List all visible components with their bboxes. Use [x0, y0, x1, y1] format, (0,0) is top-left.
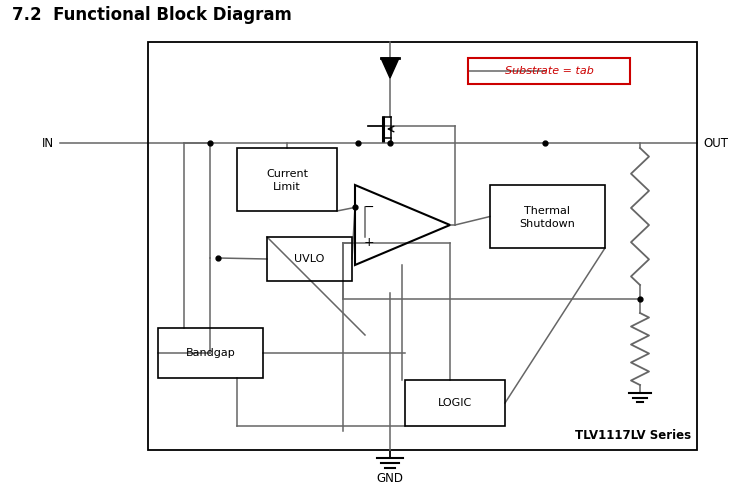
Text: Bandgap: Bandgap: [185, 348, 235, 358]
Text: Limit: Limit: [273, 181, 301, 192]
Text: LOGIC: LOGIC: [438, 398, 472, 408]
Text: UVLO: UVLO: [295, 254, 324, 264]
Polygon shape: [381, 58, 399, 78]
Text: +: +: [364, 236, 374, 249]
Text: Current: Current: [266, 168, 308, 178]
Bar: [158, 328, 263, 378]
Text: Substrate = tab: Substrate = tab: [504, 66, 594, 76]
Bar: [148, 42, 697, 450]
Bar: [405, 380, 505, 426]
Bar: [267, 237, 352, 281]
Text: Thermal: Thermal: [525, 206, 571, 216]
Bar: [490, 185, 605, 248]
Text: TLV1117LV Series: TLV1117LV Series: [575, 429, 691, 442]
Bar: [468, 58, 630, 84]
Text: −: −: [364, 201, 374, 214]
Text: OUT: OUT: [703, 136, 728, 149]
Text: GND: GND: [376, 472, 403, 485]
Text: Shutdown: Shutdown: [519, 219, 575, 229]
Text: IN: IN: [42, 136, 54, 149]
Bar: [237, 148, 337, 211]
Text: 7.2  Functional Block Diagram: 7.2 Functional Block Diagram: [12, 6, 292, 24]
